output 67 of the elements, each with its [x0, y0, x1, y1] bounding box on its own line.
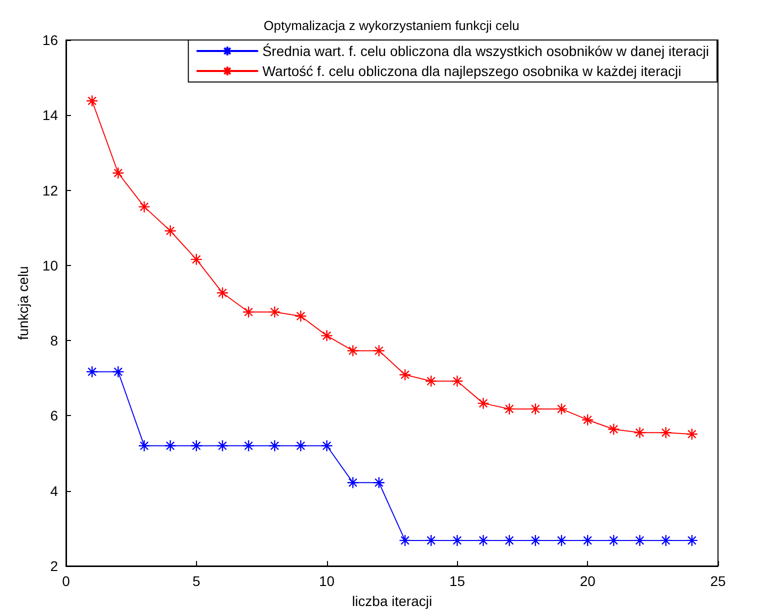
- point: [138, 200, 150, 213]
- point: [372, 476, 386, 489]
- point: [372, 344, 386, 357]
- chart-title: Optymalizacja z wykorzystaniem funkcji celu: [264, 18, 520, 33]
- x-axis-title: liczba iteracji: [352, 593, 432, 609]
- point: [451, 375, 464, 388]
- point: [425, 375, 438, 388]
- point: [398, 534, 412, 547]
- point: [268, 306, 281, 318]
- y-tick-label: 12: [42, 182, 58, 198]
- point: [660, 534, 672, 547]
- point: [503, 402, 516, 416]
- legend-label: Średnia wart. f. celu obliczona dla wszystkich osobników w danej iteracji: [262, 43, 710, 59]
- x-tick-label: 0: [62, 573, 70, 589]
- y-axis-title: funkcja celu: [15, 266, 31, 340]
- x-tick-label: 15: [449, 573, 466, 589]
- point: [164, 440, 176, 452]
- point: [294, 440, 307, 452]
- point: [86, 94, 98, 107]
- point: [477, 534, 490, 547]
- point: [164, 224, 176, 237]
- point: [634, 534, 646, 547]
- point: [112, 366, 124, 378]
- x-tick-label: 25: [710, 573, 726, 589]
- point: [608, 423, 620, 436]
- point: [216, 286, 229, 299]
- point: [477, 397, 490, 410]
- point: [634, 426, 646, 439]
- x-tick-label: 5: [192, 573, 200, 589]
- point: [451, 534, 464, 547]
- y-tick-label: 14: [42, 107, 58, 124]
- y-tick-label: 4: [50, 482, 58, 499]
- point: [582, 414, 594, 426]
- point: [112, 166, 124, 180]
- point: [503, 534, 516, 547]
- y-tick-label: 10: [42, 257, 58, 274]
- y-tick-label: 6: [50, 408, 58, 424]
- point: [190, 253, 202, 266]
- legend-label: Wartość f. celu obliczona dla najlepszego osobnika w każdej iteracji: [262, 63, 682, 79]
- point: [294, 310, 307, 322]
- x-tick-label: 10: [319, 573, 335, 589]
- point: [320, 440, 333, 452]
- point: [190, 440, 202, 452]
- point: [346, 476, 359, 489]
- point: [686, 534, 698, 547]
- point: [582, 534, 594, 547]
- y-tick-label: 2: [50, 558, 58, 574]
- point: [425, 534, 438, 547]
- point: [608, 534, 620, 547]
- point: [216, 440, 229, 452]
- x-tick-label: 20: [580, 573, 596, 589]
- point: [398, 368, 412, 381]
- point: [686, 428, 698, 440]
- point: [242, 306, 255, 318]
- point: [242, 440, 255, 452]
- point: [320, 330, 333, 342]
- point: [138, 440, 150, 452]
- point: [555, 402, 568, 416]
- point: [660, 426, 672, 439]
- y-tick-label: 8: [50, 332, 58, 349]
- point: [529, 402, 542, 416]
- point: [86, 366, 98, 378]
- point: [529, 534, 542, 547]
- y-tick-label: 16: [42, 32, 58, 48]
- point: [268, 440, 281, 452]
- point: [555, 534, 568, 547]
- point: [346, 344, 359, 357]
